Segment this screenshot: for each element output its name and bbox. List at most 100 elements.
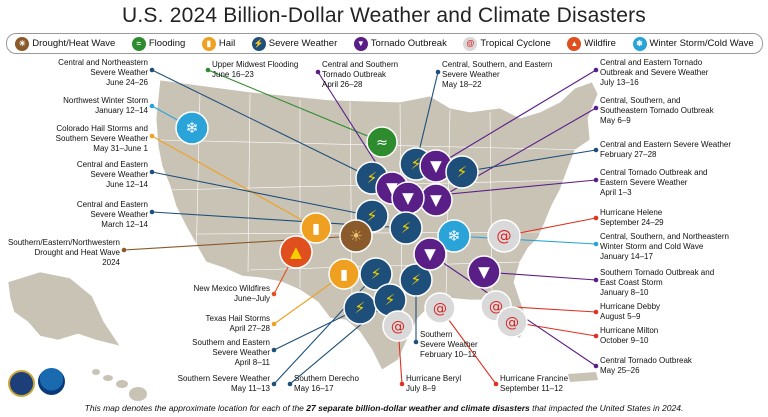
event-label: Central and Northeastern Severe Weather Ju… <box>58 58 148 88</box>
event-label-line: May 18–22 <box>442 80 482 89</box>
event-label-line: September 11–12 <box>500 384 564 393</box>
svg-text:⚡: ⚡ <box>355 299 366 317</box>
svg-text:@: @ <box>433 301 447 317</box>
event-label-line: Hurricane Beryl <box>406 374 462 383</box>
noaa-logo-icon <box>38 368 65 395</box>
leader-line <box>435 69 597 167</box>
event-label: Hurricane Beryl July 8–9 <box>406 374 461 394</box>
event-label-line: February 27–28 <box>600 150 657 159</box>
legend-item: ≈ Flooding <box>131 36 185 51</box>
tropical-cyclone-icon: @ <box>424 292 456 324</box>
leader-dot <box>593 147 599 153</box>
event-label-line: May 11–13 <box>231 384 270 393</box>
legend-label: Hail <box>218 38 236 49</box>
event-label: Southern Severe Weather February 10–12 <box>420 330 478 360</box>
svg-text:⚡: ⚡ <box>401 219 412 237</box>
leader-dot <box>271 347 277 353</box>
svg-text:▼: ▼ <box>430 157 442 175</box>
event-label: Central Tornado Outbreak and Eastern Seve… <box>600 168 707 198</box>
leader-dot <box>593 363 599 369</box>
winter-storm-icon: ❄ <box>632 36 647 51</box>
leader-dot <box>593 67 599 73</box>
event-label: Central and Eastern Severe Weather June 12… <box>77 160 148 190</box>
event-label-line: Texas Hail Storms <box>205 314 270 323</box>
event-label-line: Severe Weather <box>90 210 148 219</box>
legend-item: ❄ Winter Storm/Cold Wave <box>632 36 754 51</box>
leader-dot <box>593 105 599 111</box>
event-label-line: January 14–17 <box>600 252 653 261</box>
legend-item: ▮ Hail <box>201 36 236 51</box>
event-label: Central and Southern Tornado Outbreak Apri… <box>322 60 398 90</box>
legend-label: Winter Storm/Cold Wave <box>649 38 754 49</box>
event-label-line: July 13–16 <box>600 78 639 87</box>
wildfire-icon: ▲ <box>279 235 313 269</box>
event-label-line: East Coast Storm <box>600 278 663 287</box>
event-label: Hurricane Helene September 24–29 <box>600 208 664 228</box>
event-label-line: Central and Southern <box>322 60 399 69</box>
leader-line <box>461 149 597 173</box>
leader-dot <box>593 309 599 315</box>
alaska-shape <box>7 271 121 347</box>
legend-item: ☀ Drought/Heat Wave <box>15 36 116 51</box>
event-label-line: Southeastern Tornado Outbreak <box>600 106 714 115</box>
event-label-line: June 24–26 <box>106 78 148 87</box>
leader-dot <box>435 69 441 75</box>
event-label-line: Hurricane Helene <box>600 208 663 217</box>
legend-label: Drought/Heat Wave <box>32 38 116 49</box>
svg-text:≈: ≈ <box>376 135 388 151</box>
svg-text:⚡: ⚡ <box>411 271 422 289</box>
tropical-cyclone-icon: @ <box>382 310 414 342</box>
svg-text:☀: ☀ <box>349 227 363 245</box>
leader-dot <box>149 169 155 175</box>
event-label-line: New Mexico Wildfires <box>193 284 270 293</box>
event-label-line: February 10–12 <box>420 350 477 359</box>
legend-label: Tornado Outbreak <box>370 38 447 49</box>
event-label: Central and Eastern Severe Weather Februa… <box>600 140 731 160</box>
svg-text:⚡: ⚡ <box>385 291 396 309</box>
legend-item: ⚡ Severe Weather <box>251 36 338 51</box>
event-icons: ⚡≈▼⚡ ▼❄▼▮⚡⚡▼⚡ @☀ ❄▲▼▮@⚡⚡@▼⚡⚡@@ <box>175 111 528 342</box>
event-label-line: April 27–28 <box>229 324 270 333</box>
svg-text:❄: ❄ <box>186 119 199 137</box>
event-label-line: Severe Weather <box>90 68 148 77</box>
tornado-icon: ▼ <box>419 183 453 217</box>
footer-note: This map denotes the approximate locatio… <box>84 403 684 413</box>
event-label-line: January 12–14 <box>95 106 148 115</box>
leader-dot <box>593 215 599 221</box>
winter-storm-icon: ❄ <box>175 111 209 145</box>
event-label: Southern Severe Weather May 11–13 <box>178 374 270 394</box>
event-label-line: May 31–June 1 <box>93 144 148 153</box>
event-label: Hurricane Milton October 9–10 <box>600 326 658 346</box>
svg-text:@: @ <box>489 299 503 315</box>
svg-text:@: @ <box>496 227 511 245</box>
event-label-line: Drought and Heat Wave <box>34 248 120 257</box>
event-label: Northwest Winter Storm January 12–14 <box>63 96 148 116</box>
event-label-line: Southern/Eastern/Northwestern <box>7 238 120 247</box>
event-label-line: Outbreak and Severe Weather <box>600 68 709 77</box>
flood-icon: ≈ <box>131 36 146 51</box>
event-label: Central, Southern, and Southeastern Torna… <box>600 96 714 126</box>
event-label-line: Northwest Winter Storm <box>63 96 148 105</box>
legend-label: Severe Weather <box>268 38 338 49</box>
svg-text:⚡: ⚡ <box>367 169 378 187</box>
leader-dot <box>593 333 599 339</box>
event-label: Colorado Hail Storms and Southern Severe … <box>56 124 148 154</box>
hawaii-shape <box>92 369 147 401</box>
svg-text:▼: ▼ <box>430 191 442 209</box>
hail-icon: ▮ <box>328 258 360 290</box>
leader-dot <box>315 69 321 75</box>
event-label: Central, Southern, and Northeastern Winte… <box>600 232 729 262</box>
svg-text:▼: ▼ <box>478 263 490 281</box>
svg-text:❄: ❄ <box>448 227 461 245</box>
leader-dot <box>593 241 599 247</box>
tropical-cyclone-icon: @ <box>463 36 478 51</box>
event-label-line: Severe Weather <box>212 348 270 357</box>
severe-weather-icon: ⚡ <box>343 291 377 325</box>
event-label: Texas Hail Storms April 27–28 <box>206 314 270 334</box>
svg-text:▮: ▮ <box>312 221 320 237</box>
commerce-seal-icon <box>8 370 35 397</box>
event-label-line: May 6–9 <box>600 116 631 125</box>
event-label-line: Hurricane Francine <box>500 374 569 383</box>
event-label-line: Southern Derecho <box>294 374 359 383</box>
severe-weather-icon: ⚡ <box>399 263 433 297</box>
